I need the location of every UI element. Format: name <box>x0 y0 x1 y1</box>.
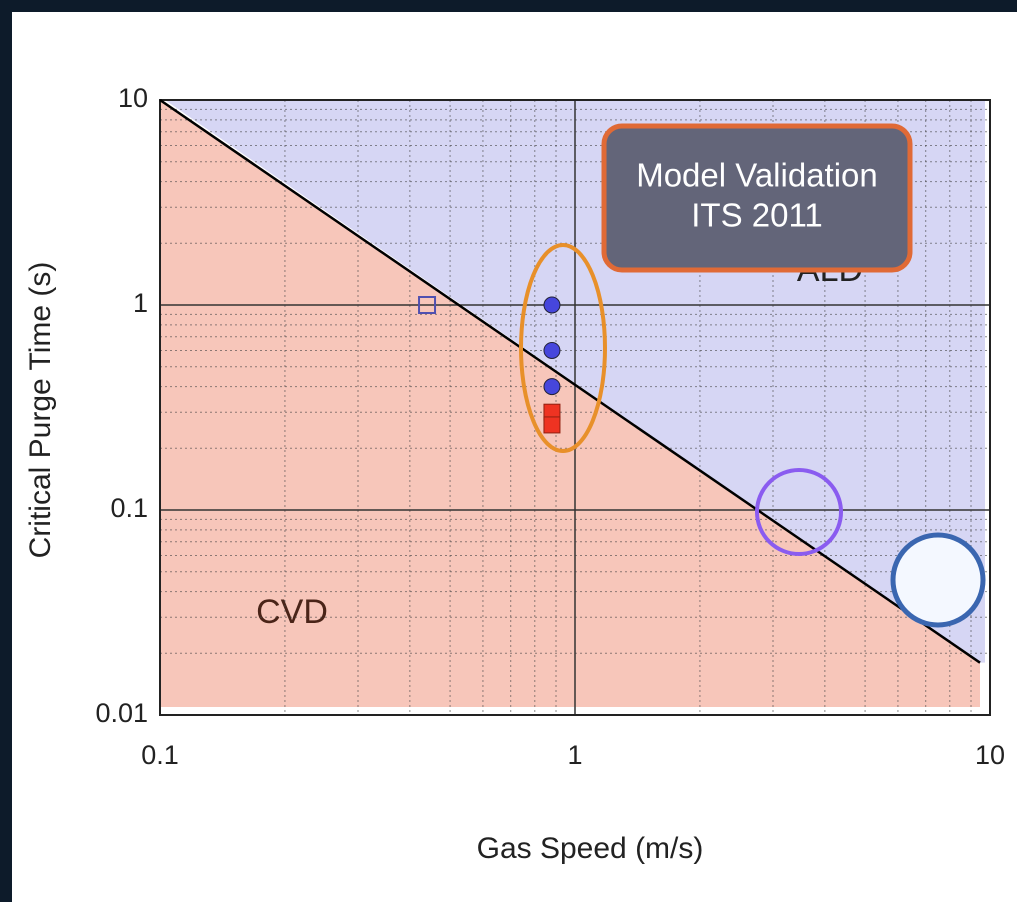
annotation-line: Model Validation <box>636 157 878 194</box>
annotation-background <box>601 123 913 273</box>
x-tick-label: 10 <box>975 740 1005 770</box>
x-tick-label: 0.1 <box>141 740 179 770</box>
boundary-line <box>159 98 981 664</box>
highlight-circle <box>755 468 843 556</box>
y-tick-label: 0.01 <box>95 698 148 728</box>
point <box>543 378 561 396</box>
highlight-ellipse <box>519 243 607 453</box>
y-tick-label: 0.1 <box>110 493 148 523</box>
y-tick-label: 10 <box>118 83 148 113</box>
x-tick-label: 1 <box>567 740 582 770</box>
point <box>543 296 561 314</box>
point <box>543 341 561 359</box>
point <box>543 416 561 434</box>
x-axis-label: Gas Speed (m/s) <box>477 832 704 865</box>
y-axis-label: Critical Purge Time (s) <box>24 262 57 559</box>
highlight-circle <box>890 532 986 628</box>
y-tick-label: 1 <box>133 288 148 318</box>
annotation-box: Model Validation ITS 2011 <box>601 123 913 273</box>
axes-frame <box>159 99 991 716</box>
region-label: CVD <box>256 593 328 631</box>
point <box>418 296 437 314</box>
annotation-line: ITS 2011 <box>691 197 822 234</box>
